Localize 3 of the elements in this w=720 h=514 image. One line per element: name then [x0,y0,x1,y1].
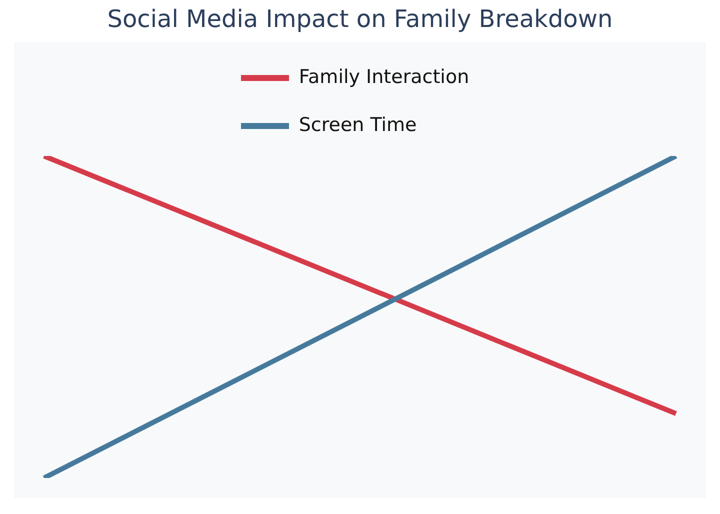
legend-label: Family Interaction [298,66,470,88]
chart-title: Social Media Impact on Family Breakdown [106,4,614,35]
legend-label: Screen Time [298,114,417,136]
